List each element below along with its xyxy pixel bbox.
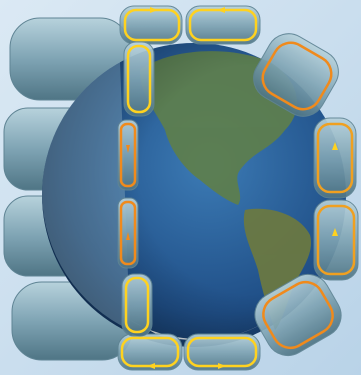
cell — [123, 41, 155, 117]
loop — [126, 44, 152, 114]
loop — [261, 41, 333, 111]
arrow — [218, 363, 226, 369]
arrow — [332, 142, 338, 150]
cell — [121, 273, 153, 337]
cell — [254, 273, 342, 357]
arrow — [217, 7, 225, 13]
cell — [313, 199, 359, 281]
arrows — [126, 7, 338, 369]
globe-shade — [42, 43, 346, 347]
loop — [119, 122, 137, 188]
cell — [117, 119, 139, 191]
loop — [262, 280, 334, 350]
arrow — [126, 145, 130, 153]
arrow — [126, 232, 130, 240]
loop — [316, 204, 356, 276]
cell — [313, 117, 357, 199]
arrow — [147, 363, 155, 369]
cell — [117, 333, 183, 371]
cell — [185, 5, 261, 45]
arrow — [150, 7, 158, 13]
cell — [119, 5, 183, 45]
cell — [183, 333, 261, 371]
globe-haze — [41, 62, 130, 330]
loop — [316, 122, 354, 194]
loop — [124, 276, 150, 334]
loop — [119, 200, 137, 266]
arrow — [332, 228, 338, 236]
